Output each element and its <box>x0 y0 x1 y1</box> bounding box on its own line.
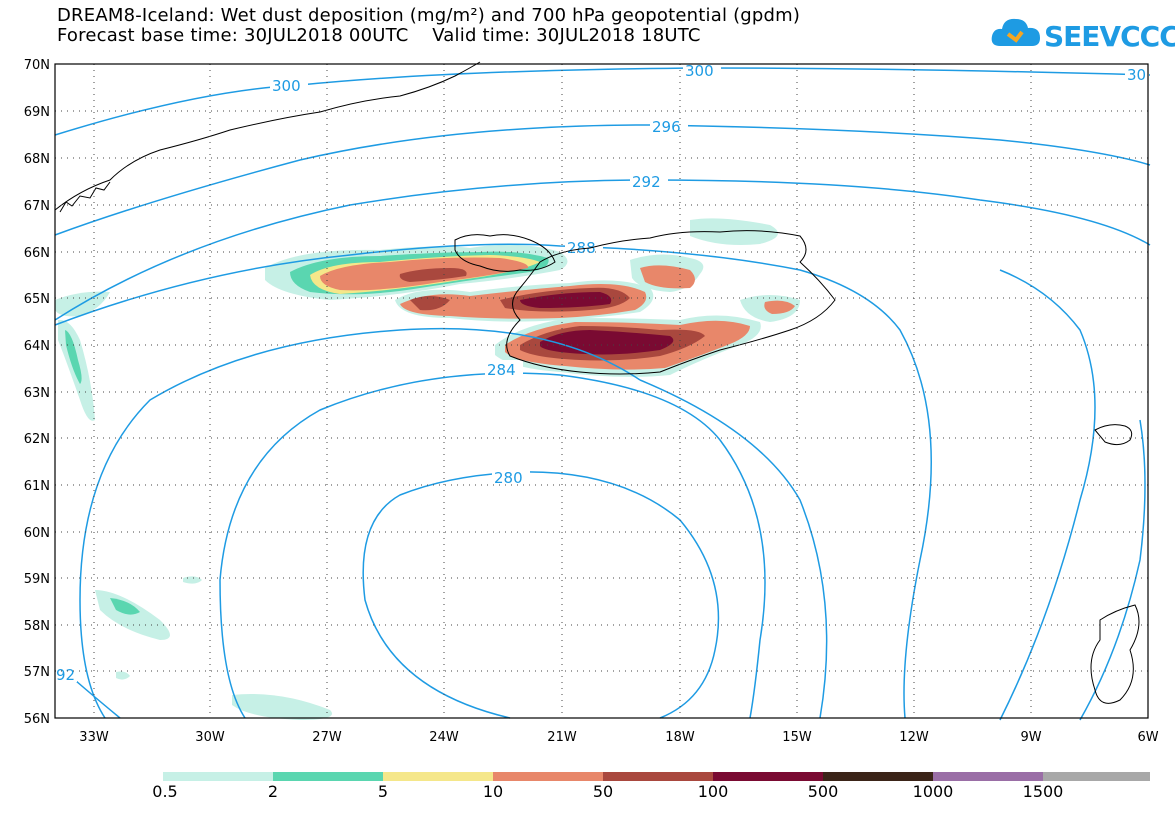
map-title: DREAM8-Iceland: Wet dust deposition (mg/… <box>57 5 801 26</box>
contour-label-300a: 300 <box>272 77 301 95</box>
latitude-labels: 70N 69N 68N 67N 66N 65N 64N 63N 62N 61N … <box>24 58 50 727</box>
logo-text: SEEVCCC <box>1044 20 1175 53</box>
lon-label: 33W <box>79 730 109 745</box>
lon-label: 27W <box>312 730 342 745</box>
colorbar-swatch <box>493 772 603 781</box>
lat-label: 57N <box>24 665 50 680</box>
lon-label: 30W <box>195 730 225 745</box>
lat-label: 65N <box>24 292 50 307</box>
colorbar-label: 5 <box>377 782 389 801</box>
lon-label: 18W <box>665 730 695 745</box>
lat-label: 66N <box>24 246 50 261</box>
lon-label: 24W <box>429 730 459 745</box>
lon-label: 9W <box>1020 730 1041 745</box>
lat-label: 70N <box>24 58 50 73</box>
lat-label: 64N <box>24 339 50 354</box>
lat-label: 59N <box>24 572 50 587</box>
map-subtitle: Forecast base time: 30JUL2018 00UTC Vali… <box>57 25 701 46</box>
colorbar-label: 0.5 <box>152 782 178 801</box>
colorbar-swatch <box>603 772 713 781</box>
lon-label: 21W <box>547 730 577 745</box>
lon-label: 12W <box>899 730 929 745</box>
lat-label: 61N <box>24 479 50 494</box>
lat-label: 69N <box>24 105 50 120</box>
map-frame <box>54 63 1149 719</box>
colorbar-swatch <box>713 772 823 781</box>
lat-label: 67N <box>24 199 50 214</box>
colorbar-label: 50 <box>592 782 614 801</box>
lat-label: 58N <box>24 619 50 634</box>
contour-label-296: 296 <box>652 118 681 136</box>
colorbar-swatch <box>933 772 1043 781</box>
seevccc-logo: SEEVCCC <box>990 14 1175 62</box>
geopotential-contours <box>54 67 1151 721</box>
contour-label-300b: 300 <box>685 62 714 80</box>
contour-label-30: 30 <box>1127 66 1146 84</box>
colorbar-swatch <box>163 772 273 781</box>
lat-lon-grid <box>55 64 1148 718</box>
colorbar-label: 2 <box>267 782 279 801</box>
coastlines <box>54 61 1140 704</box>
colorbar-label: 10 <box>482 782 504 801</box>
colorbar-label: 1500 <box>1022 782 1064 801</box>
dust-deposition-shading <box>55 218 800 720</box>
colorbar-swatch <box>1043 772 1150 781</box>
colorbar <box>163 772 1150 781</box>
contour-label-288: 288 <box>567 239 596 257</box>
contour-label-280: 280 <box>494 469 523 487</box>
colorbar-label: 100 <box>697 782 729 801</box>
cloud-icon <box>991 18 1040 46</box>
colorbar-label: 1000 <box>912 782 954 801</box>
contour-label-292: 292 <box>632 173 661 191</box>
lon-label: 6W <box>1137 730 1158 745</box>
lat-label: 63N <box>24 386 50 401</box>
colorbar-label: 500 <box>807 782 839 801</box>
lat-label: 68N <box>24 152 50 167</box>
lat-label: 60N <box>24 526 50 541</box>
contour-label-284: 284 <box>487 361 516 379</box>
colorbar-swatch <box>823 772 933 781</box>
lat-label: 56N <box>24 712 50 727</box>
colorbar-swatch <box>273 772 383 781</box>
colorbar-swatch <box>383 772 493 781</box>
lat-label: 62N <box>24 432 50 447</box>
lon-label: 15W <box>782 730 812 745</box>
longitude-labels: 33W 30W 27W 24W 21W 18W 15W 12W 9W 6W <box>79 730 1158 745</box>
contour-label-92: 92 <box>56 666 75 684</box>
